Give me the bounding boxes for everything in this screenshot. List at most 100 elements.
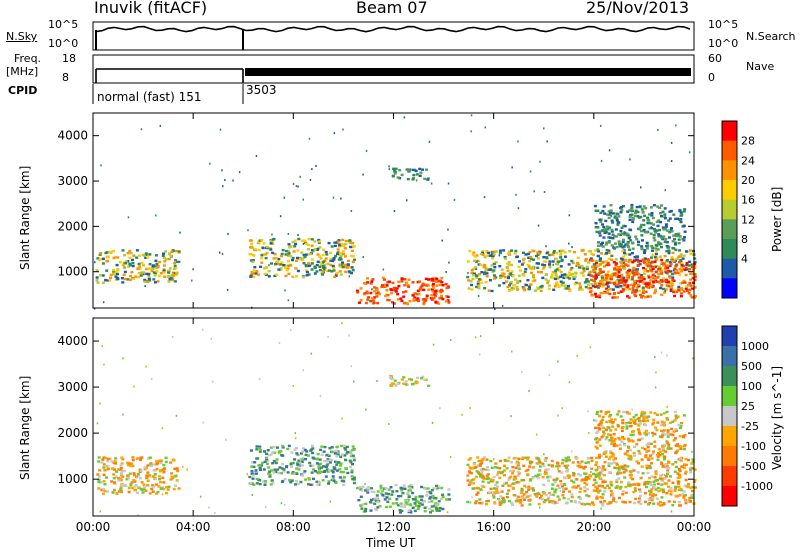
echo-cell xyxy=(101,458,105,461)
echo-cell xyxy=(564,275,568,278)
sparse-return xyxy=(297,185,299,188)
echo-cell xyxy=(414,495,418,499)
echo-cell xyxy=(440,281,444,284)
echo-cell xyxy=(549,500,553,503)
echo-cell xyxy=(522,251,525,254)
echo-cell xyxy=(646,419,650,422)
echo-cell xyxy=(517,274,521,277)
echo-cell xyxy=(594,292,597,296)
echo-cell xyxy=(589,257,593,260)
sparse-return xyxy=(448,261,450,264)
echo-cell xyxy=(272,257,276,260)
echo-cell xyxy=(417,505,421,508)
echo-cell xyxy=(145,267,149,271)
echo-cell xyxy=(675,416,679,419)
echo-cell xyxy=(364,301,368,305)
sparse-return xyxy=(94,261,96,264)
echo-cell xyxy=(472,274,475,277)
echo-cell xyxy=(519,498,523,502)
echo-cell xyxy=(676,472,680,475)
echo-cell xyxy=(430,489,434,492)
echo-cell xyxy=(629,425,632,428)
echo-cell xyxy=(113,481,116,484)
echo-cell xyxy=(601,485,605,488)
echo-cell xyxy=(623,267,626,270)
echo-cell xyxy=(503,464,506,467)
echo-cell xyxy=(324,475,328,478)
echo-cell xyxy=(640,208,644,211)
echo-cell xyxy=(427,500,431,504)
echo-cell xyxy=(610,462,614,465)
echo-cell xyxy=(603,486,607,490)
echo-cell xyxy=(681,237,685,241)
echo-cell xyxy=(609,450,613,453)
echo-cell xyxy=(420,284,424,288)
sparse-return xyxy=(654,386,657,389)
echo-cell xyxy=(95,279,99,282)
echo-cell xyxy=(617,233,621,236)
echo-cell xyxy=(654,279,658,282)
echo-cell xyxy=(548,263,552,266)
echo-cell xyxy=(139,487,143,491)
echo-cell xyxy=(626,272,630,275)
echo-cell xyxy=(272,445,276,449)
echo-cell xyxy=(409,511,413,514)
sparse-return xyxy=(127,216,130,219)
echo-cell xyxy=(151,475,155,478)
echo-cell xyxy=(665,417,669,420)
sparse-return xyxy=(222,185,224,188)
echo-cell xyxy=(332,269,336,272)
echo-cell xyxy=(175,479,179,482)
sparse-return xyxy=(511,350,513,353)
echo-cell xyxy=(474,501,478,505)
colorbar-swatch xyxy=(722,278,737,299)
echo-cell xyxy=(134,484,138,487)
echo-cell xyxy=(579,461,582,464)
echo-cell xyxy=(665,245,669,248)
echo-cell xyxy=(330,245,334,248)
echo-cell xyxy=(622,245,626,248)
echo-cell xyxy=(300,251,304,254)
echo-cell xyxy=(302,471,306,474)
echo-cell xyxy=(644,282,648,286)
echo-cell xyxy=(584,461,588,465)
echo-cell xyxy=(614,486,618,489)
echo-cell xyxy=(551,500,555,503)
echo-cell xyxy=(538,465,542,468)
echo-cell xyxy=(263,483,267,486)
sparse-return xyxy=(175,414,178,417)
echo-cell xyxy=(546,281,550,284)
echo-cell xyxy=(613,268,617,272)
echo-cell xyxy=(642,266,645,270)
echo-cell xyxy=(672,439,676,442)
echo-cell xyxy=(133,480,137,483)
echo-cell xyxy=(543,492,546,495)
x-tick-label: 00:00 xyxy=(76,520,111,534)
echo-cell xyxy=(646,457,650,460)
echo-cell xyxy=(531,466,535,469)
echo-cell xyxy=(641,472,645,475)
echo-cell xyxy=(640,245,644,248)
echo-cell xyxy=(598,444,602,447)
echo-cell xyxy=(510,501,514,505)
echo-cell xyxy=(429,511,432,514)
echo-cell xyxy=(634,214,637,218)
echo-cell xyxy=(666,441,669,445)
echo-cell xyxy=(608,420,612,423)
echo-cell xyxy=(363,292,367,295)
echo-cell xyxy=(642,411,646,414)
echo-cell xyxy=(627,481,631,484)
echo-cell xyxy=(416,297,420,300)
echo-cell xyxy=(507,499,511,503)
echo-cell xyxy=(548,266,552,269)
echo-cell xyxy=(297,468,301,471)
echo-cell xyxy=(635,205,639,209)
echo-cell xyxy=(249,449,253,452)
echo-cell xyxy=(409,503,413,507)
echo-cell xyxy=(607,263,611,267)
sparse-return xyxy=(640,186,642,189)
echo-cell xyxy=(678,218,682,222)
echo-cell xyxy=(591,472,595,476)
echo-cell xyxy=(667,443,671,446)
echo-cell xyxy=(574,272,578,275)
